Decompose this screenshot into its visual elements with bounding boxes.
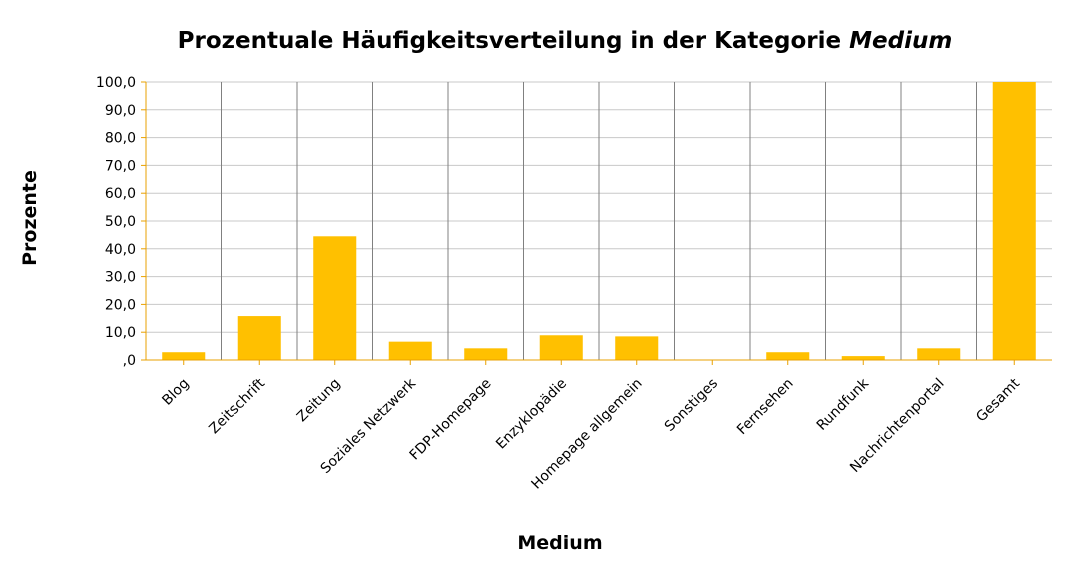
x-tick-label: Enzyklopädie <box>493 376 570 453</box>
y-tick-label: 20,0 <box>105 297 136 313</box>
x-tick-label: Sonstiges <box>662 376 721 435</box>
y-tick-label: 60,0 <box>105 186 136 202</box>
bar <box>841 356 885 360</box>
x-tick-label: Fernsehen <box>734 376 797 439</box>
chart-title-emphasis: Medium <box>849 28 953 54</box>
x-tick-label: FDP-Homepage <box>407 376 495 464</box>
x-tick-label: Gesamt <box>973 375 1023 425</box>
x-tick-label: Rundfunk <box>814 375 873 434</box>
bar <box>237 316 281 360</box>
bar <box>539 335 583 360</box>
y-tick-label: 100,0 <box>96 75 136 91</box>
bar <box>992 82 1036 360</box>
bar <box>313 236 357 360</box>
y-tick-label: 10,0 <box>105 325 136 341</box>
y-tick-label: 50,0 <box>105 214 136 230</box>
x-tick-label: Zeitschrift <box>206 375 268 437</box>
y-tick-label: 30,0 <box>105 270 136 286</box>
x-tick-label: Zeitung <box>294 376 344 426</box>
bar <box>388 341 432 360</box>
bar <box>766 352 810 360</box>
bar <box>917 348 961 360</box>
bar <box>162 352 206 360</box>
y-tick-label: 70,0 <box>105 158 136 174</box>
y-tick-label: ,0 <box>123 353 136 369</box>
bar <box>615 336 659 360</box>
y-tick-label: 80,0 <box>105 131 136 147</box>
chart-title-main: Prozentuale Häufigkeitsverteilung in der… <box>177 28 842 54</box>
y-tick-label: 40,0 <box>105 242 136 258</box>
y-tick-label: 90,0 <box>105 103 136 119</box>
x-axis-label: Medium <box>517 532 603 554</box>
chart-title: Prozentuale Häufigkeitsverteilung in der… <box>0 28 1084 54</box>
bar <box>464 348 508 360</box>
x-tick-label: Blog <box>159 376 192 409</box>
